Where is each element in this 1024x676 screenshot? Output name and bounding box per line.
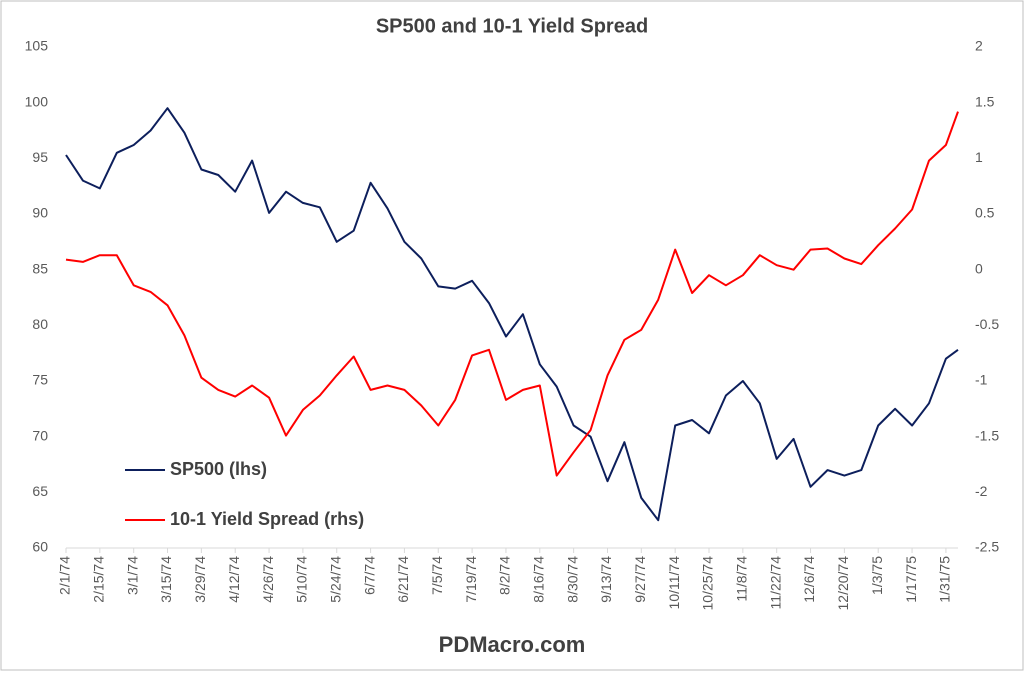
x-tick-label: 11/8/74 <box>734 556 750 602</box>
x-tick-label: 1/17/75 <box>903 556 919 603</box>
x-tick-label: 10/25/74 <box>700 556 716 611</box>
y-tick-label: 80 <box>32 316 48 332</box>
x-tick-label: 7/5/74 <box>429 556 445 595</box>
x-tick-label: 8/16/74 <box>531 556 547 603</box>
x-tick-label: 8/30/74 <box>564 556 580 603</box>
y2-tick-label: -2.5 <box>975 539 999 555</box>
legend-label: 10-1 Yield Spread (rhs) <box>170 509 364 529</box>
y2-tick-label: 1.5 <box>975 93 995 109</box>
x-tick-label: 3/29/74 <box>192 556 208 603</box>
y2-tick-label: 1 <box>975 149 983 165</box>
x-tick-label: 5/10/74 <box>294 556 310 603</box>
x-tick-label: 2/1/74 <box>57 556 73 595</box>
y2-tick-label: 0.5 <box>975 205 995 221</box>
x-tick-label: 1/3/75 <box>869 556 885 595</box>
x-tick-label: 5/24/74 <box>327 556 343 603</box>
x-tick-label: 12/20/74 <box>835 556 851 611</box>
x-tick-label: 4/12/74 <box>226 556 242 603</box>
x-tick-label: 9/27/74 <box>632 556 648 603</box>
x-tick-label: 7/19/74 <box>463 556 479 603</box>
y2-tick-label: 2 <box>975 38 983 54</box>
series-line <box>65 107 959 522</box>
x-tick-label: 3/1/74 <box>124 556 140 595</box>
y2-tick-label: -1.5 <box>975 427 999 443</box>
x-tick-label: 6/7/74 <box>361 556 377 595</box>
x-tick-label: 11/22/74 <box>767 556 783 610</box>
y-tick-label: 65 <box>32 483 48 499</box>
y-tick-label: 100 <box>25 93 49 109</box>
x-tick-label: 3/15/74 <box>158 556 174 603</box>
x-tick-label: 12/6/74 <box>801 556 817 603</box>
x-tick-label: 4/26/74 <box>260 556 276 603</box>
y2-tick-label: 0 <box>975 260 983 276</box>
y-tick-label: 70 <box>32 427 48 443</box>
y2-tick-label: -2 <box>975 483 988 499</box>
chart-title: SP500 and 10-1 Yield Spread <box>376 15 648 37</box>
x-tick-label: 10/11/74 <box>666 556 682 610</box>
x-tick-label: 6/21/74 <box>395 556 411 603</box>
y-tick-label: 75 <box>32 372 48 388</box>
y-tick-label: 90 <box>32 205 48 221</box>
y-tick-label: 95 <box>32 149 48 165</box>
x-tick-label: 8/2/74 <box>497 556 513 595</box>
y-tick-label: 60 <box>32 539 48 555</box>
footer: PDMacro.com <box>439 632 586 657</box>
y-tick-label: 85 <box>32 260 48 276</box>
y2-tick-label: -1 <box>975 372 988 388</box>
y-tick-label: 105 <box>25 38 49 54</box>
x-tick-label: 1/31/75 <box>937 556 953 603</box>
series-line <box>65 111 959 477</box>
y2-tick-label: -0.5 <box>975 316 999 332</box>
legend-label: SP500 (lhs) <box>170 459 267 479</box>
x-tick-label: 2/15/74 <box>91 556 107 603</box>
x-tick-label: 9/13/74 <box>598 556 614 603</box>
